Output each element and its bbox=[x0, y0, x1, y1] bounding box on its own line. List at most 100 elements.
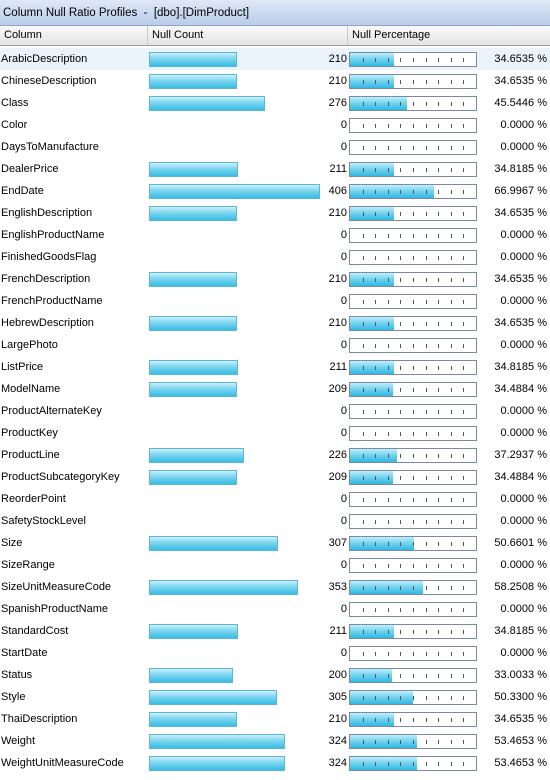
table-row[interactable]: StartDate 0 0.0000 % bbox=[0, 642, 550, 664]
gauge-tick bbox=[463, 80, 464, 84]
gauge-tick bbox=[463, 652, 464, 656]
gauge-tick bbox=[375, 190, 376, 194]
table-row[interactable]: WeightUnitMeasureCode 324 53.4653 % bbox=[0, 752, 550, 774]
gauge-tick bbox=[463, 454, 464, 458]
header-null-percentage[interactable]: Null Percentage bbox=[352, 29, 431, 41]
gauge-tick bbox=[413, 542, 414, 546]
null-count-bar bbox=[149, 690, 277, 705]
gauge-tick bbox=[438, 278, 439, 282]
table-row[interactable]: EndDate 406 66.9967 % bbox=[0, 180, 550, 202]
table-row[interactable]: DealerPrice 211 34.8185 % bbox=[0, 158, 550, 180]
table-row[interactable]: Size 307 50.6601 % bbox=[0, 532, 550, 554]
gauge-tick bbox=[426, 718, 427, 722]
gauge-tick bbox=[413, 234, 414, 238]
table-row[interactable]: SizeUnitMeasureCode 353 58.2508 % bbox=[0, 576, 550, 598]
gauge-tick bbox=[388, 630, 389, 634]
gauge-tick bbox=[451, 256, 452, 260]
gauge-tick bbox=[363, 190, 364, 194]
table-row[interactable]: ProductKey 0 0.0000 % bbox=[0, 422, 550, 444]
table-row[interactable]: Class 276 45.5446 % bbox=[0, 92, 550, 114]
table-row[interactable]: Color 0 0.0000 % bbox=[0, 114, 550, 136]
null-percentage-value: 34.4884 % bbox=[494, 383, 547, 395]
table-row[interactable]: ChineseDescription 210 34.6535 % bbox=[0, 70, 550, 92]
gauge-fill bbox=[350, 581, 423, 594]
gauge-fill bbox=[350, 75, 394, 88]
header-null-count[interactable]: Null Count bbox=[148, 26, 348, 45]
gauge-tick bbox=[438, 432, 439, 436]
null-count-value: 211 bbox=[329, 361, 347, 373]
gauge-tick bbox=[438, 256, 439, 260]
null-count-value: 0 bbox=[340, 515, 347, 527]
table-row[interactable]: ListPrice 211 34.8185 % bbox=[0, 356, 550, 378]
null-count-bar bbox=[149, 580, 298, 595]
table-row[interactable]: ProductAlternateKey 0 0.0000 % bbox=[0, 400, 550, 422]
gauge-tick bbox=[463, 608, 464, 612]
null-percentage-value: 66.9967 % bbox=[494, 185, 547, 197]
table-row[interactable]: ArabicDescription 210 34.6535 % bbox=[0, 48, 550, 70]
table-row[interactable]: StandardCost 211 34.8185 % bbox=[0, 620, 550, 642]
gauge-tick bbox=[363, 564, 364, 568]
gauge-tick bbox=[426, 300, 427, 304]
gauge-tick bbox=[463, 234, 464, 238]
table-row[interactable]: ProductLine 226 37.2937 % bbox=[0, 444, 550, 466]
gauge-tick bbox=[438, 388, 439, 392]
null-count-bar bbox=[149, 206, 237, 221]
gauge-tick bbox=[388, 454, 389, 458]
gauge-tick bbox=[426, 388, 427, 392]
table-row[interactable]: FinishedGoodsFlag 0 0.0000 % bbox=[0, 246, 550, 268]
table-row[interactable]: Weight 324 53.4653 % bbox=[0, 730, 550, 752]
gauge-tick bbox=[451, 190, 452, 194]
table-row[interactable]: Status 200 33.0033 % bbox=[0, 664, 550, 686]
gauge-tick bbox=[463, 432, 464, 436]
table-row[interactable]: EnglishDescription 210 34.6535 % bbox=[0, 202, 550, 224]
gauge-tick bbox=[438, 102, 439, 106]
gauge-tick bbox=[451, 674, 452, 678]
table-row[interactable]: ProductSubcategoryKey 209 34.4884 % bbox=[0, 466, 550, 488]
null-percentage-gauge bbox=[349, 338, 477, 353]
column-name: SafetyStockLevel bbox=[1, 515, 86, 527]
table-row[interactable]: SizeRange 0 0.0000 % bbox=[0, 554, 550, 576]
table-row[interactable]: FrenchProductName 0 0.0000 % bbox=[0, 290, 550, 312]
table-row[interactable]: LargePhoto 0 0.0000 % bbox=[0, 334, 550, 356]
gauge-tick bbox=[388, 366, 389, 370]
table-row[interactable]: EnglishProductName 0 0.0000 % bbox=[0, 224, 550, 246]
table-row[interactable]: ModelName 209 34.4884 % bbox=[0, 378, 550, 400]
null-count-bar bbox=[149, 712, 237, 727]
header-column[interactable]: Column bbox=[0, 26, 148, 45]
null-percentage-gauge bbox=[349, 316, 477, 331]
table-row[interactable]: HebrewDescription 210 34.6535 % bbox=[0, 312, 550, 334]
null-count-value: 0 bbox=[340, 493, 347, 505]
gauge-tick bbox=[451, 388, 452, 392]
table-row[interactable]: FrenchDescription 210 34.6535 % bbox=[0, 268, 550, 290]
null-percentage-gauge bbox=[349, 382, 477, 397]
gauge-tick bbox=[400, 696, 401, 700]
gauge-fill bbox=[350, 185, 434, 198]
table-row[interactable]: Style 305 50.3300 % bbox=[0, 686, 550, 708]
null-percentage-gauge bbox=[349, 426, 477, 441]
gauge-tick bbox=[363, 608, 364, 612]
gauge-tick bbox=[375, 498, 376, 502]
null-percentage-value: 0.0000 % bbox=[500, 229, 547, 241]
gauge-tick bbox=[375, 278, 376, 282]
table-row[interactable]: ThaiDescription 210 34.6535 % bbox=[0, 708, 550, 730]
null-count-bar bbox=[149, 272, 237, 287]
gauge-tick bbox=[388, 102, 389, 106]
gauge-tick bbox=[463, 300, 464, 304]
gauge-tick bbox=[363, 278, 364, 282]
gauge-tick bbox=[388, 564, 389, 568]
gauge-tick bbox=[413, 300, 414, 304]
column-name: EnglishDescription bbox=[1, 207, 93, 219]
table-row[interactable]: DaysToManufacture 0 0.0000 % bbox=[0, 136, 550, 158]
gauge-tick bbox=[426, 146, 427, 150]
gauge-tick bbox=[363, 454, 364, 458]
table-row[interactable]: SafetyStockLevel 0 0.0000 % bbox=[0, 510, 550, 532]
table-row[interactable]: SpanishProductName 0 0.0000 % bbox=[0, 598, 550, 620]
table-row[interactable]: ReorderPoint 0 0.0000 % bbox=[0, 488, 550, 510]
gauge-tick bbox=[363, 322, 364, 326]
gauge-tick bbox=[451, 432, 452, 436]
gauge-tick bbox=[388, 322, 389, 326]
gauge-tick bbox=[438, 718, 439, 722]
gauge-tick bbox=[363, 652, 364, 656]
gauge-fill bbox=[350, 713, 394, 726]
null-percentage-value: 34.6535 % bbox=[494, 53, 547, 65]
